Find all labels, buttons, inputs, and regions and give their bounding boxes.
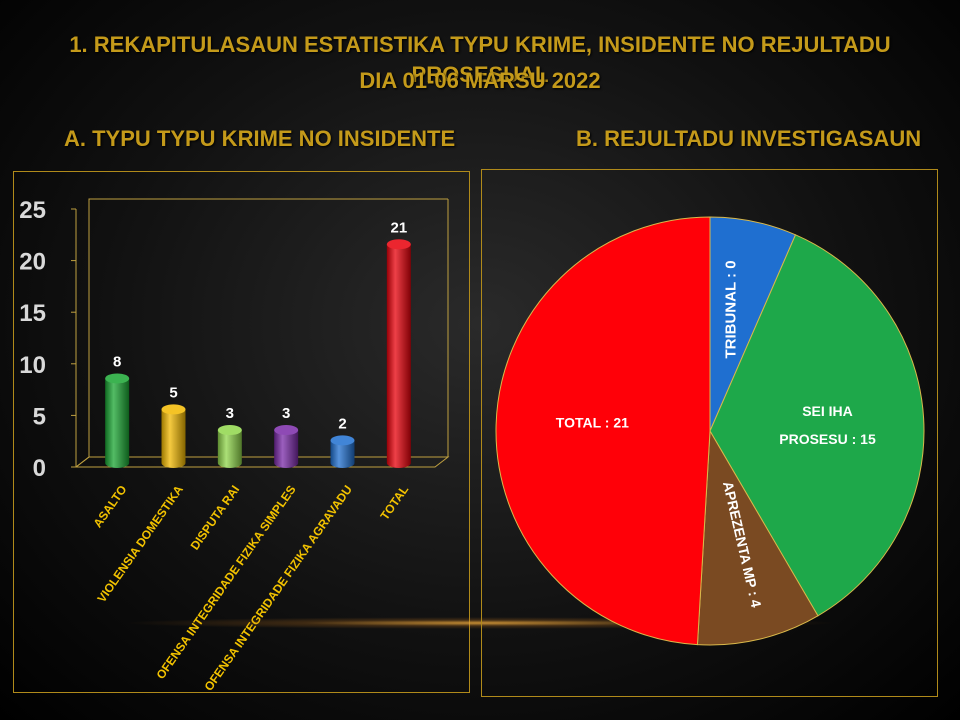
bar-1	[161, 404, 186, 468]
bar-body	[161, 409, 186, 468]
title-line-1: 1. REKAPITULASAUN ESTATISTIKA TYPU KRIME…	[69, 32, 891, 87]
bar-top	[274, 425, 299, 436]
pie-chart-panel: TRIBUNAL : 0 SEI IHA PROSESU : 15 APREZENTA…	[481, 169, 938, 697]
bar-body	[274, 430, 299, 468]
bar-0	[105, 373, 130, 468]
section-b-title: B. REJULTADU INVESTIGASAUN	[576, 126, 922, 151]
y-tick-label: 5	[33, 403, 46, 430]
pie-slice-1	[709, 234, 925, 617]
bar-value-label: 3	[282, 405, 290, 422]
x-category-label: ASALTO	[90, 483, 129, 531]
bar-5	[386, 239, 411, 468]
x-category-label: TOTAL	[378, 483, 412, 523]
bar-top	[386, 239, 411, 250]
pie-slice-label: SEI IHA PROSESU : 15	[779, 403, 876, 447]
y-tick-label: 25	[19, 197, 46, 224]
pie-slice-label: TOTAL : 21	[556, 415, 629, 431]
bar-value-label: 5	[169, 384, 177, 401]
bar-3	[274, 425, 299, 468]
bar-value-label: 3	[226, 405, 234, 422]
bar-body	[217, 430, 242, 468]
bar-body	[105, 378, 130, 468]
pie-slice-2	[696, 429, 819, 646]
bar-top	[161, 404, 186, 415]
bar-4	[330, 435, 355, 468]
bar-value-label: 2	[338, 415, 346, 432]
title-line-2: DIA 01-06 MARSU 2022	[359, 68, 601, 93]
bar-body	[386, 244, 411, 468]
bar-body	[330, 440, 355, 468]
x-category-label: DISPUTA RAI	[188, 483, 243, 553]
y-tick-label: 0	[33, 455, 46, 482]
section-a-title: A. TYPU TYPU KRIME NO INSIDENTE	[64, 126, 456, 151]
pie-slice-3	[495, 216, 711, 646]
y-tick-label: 15	[19, 300, 46, 327]
bar-top	[105, 373, 130, 384]
y-tick-label: 10	[19, 352, 46, 379]
bar-value-label: 8	[113, 353, 121, 370]
bar-top	[330, 435, 355, 446]
bar-2	[217, 425, 242, 468]
bar-chart-panel: 0 5 10 15 20 25 8 ASALTO 5 VIOLENSIA DOMESTIKA 3 DI…	[13, 171, 470, 694]
bar-top	[217, 425, 242, 436]
bar-value-label: 21	[390, 219, 407, 236]
pie-slice-label: TRIBUNAL : 0	[722, 260, 739, 358]
y-tick-label: 20	[19, 249, 46, 276]
